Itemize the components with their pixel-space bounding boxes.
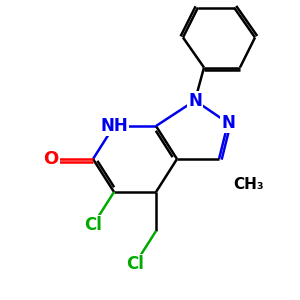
Text: O: O bbox=[44, 150, 59, 168]
Text: Cl: Cl bbox=[126, 255, 144, 273]
Text: NH: NH bbox=[100, 117, 128, 135]
Text: CH₃: CH₃ bbox=[234, 177, 264, 192]
Text: N: N bbox=[188, 92, 202, 110]
Text: Cl: Cl bbox=[84, 216, 102, 234]
Text: N: N bbox=[221, 114, 235, 132]
